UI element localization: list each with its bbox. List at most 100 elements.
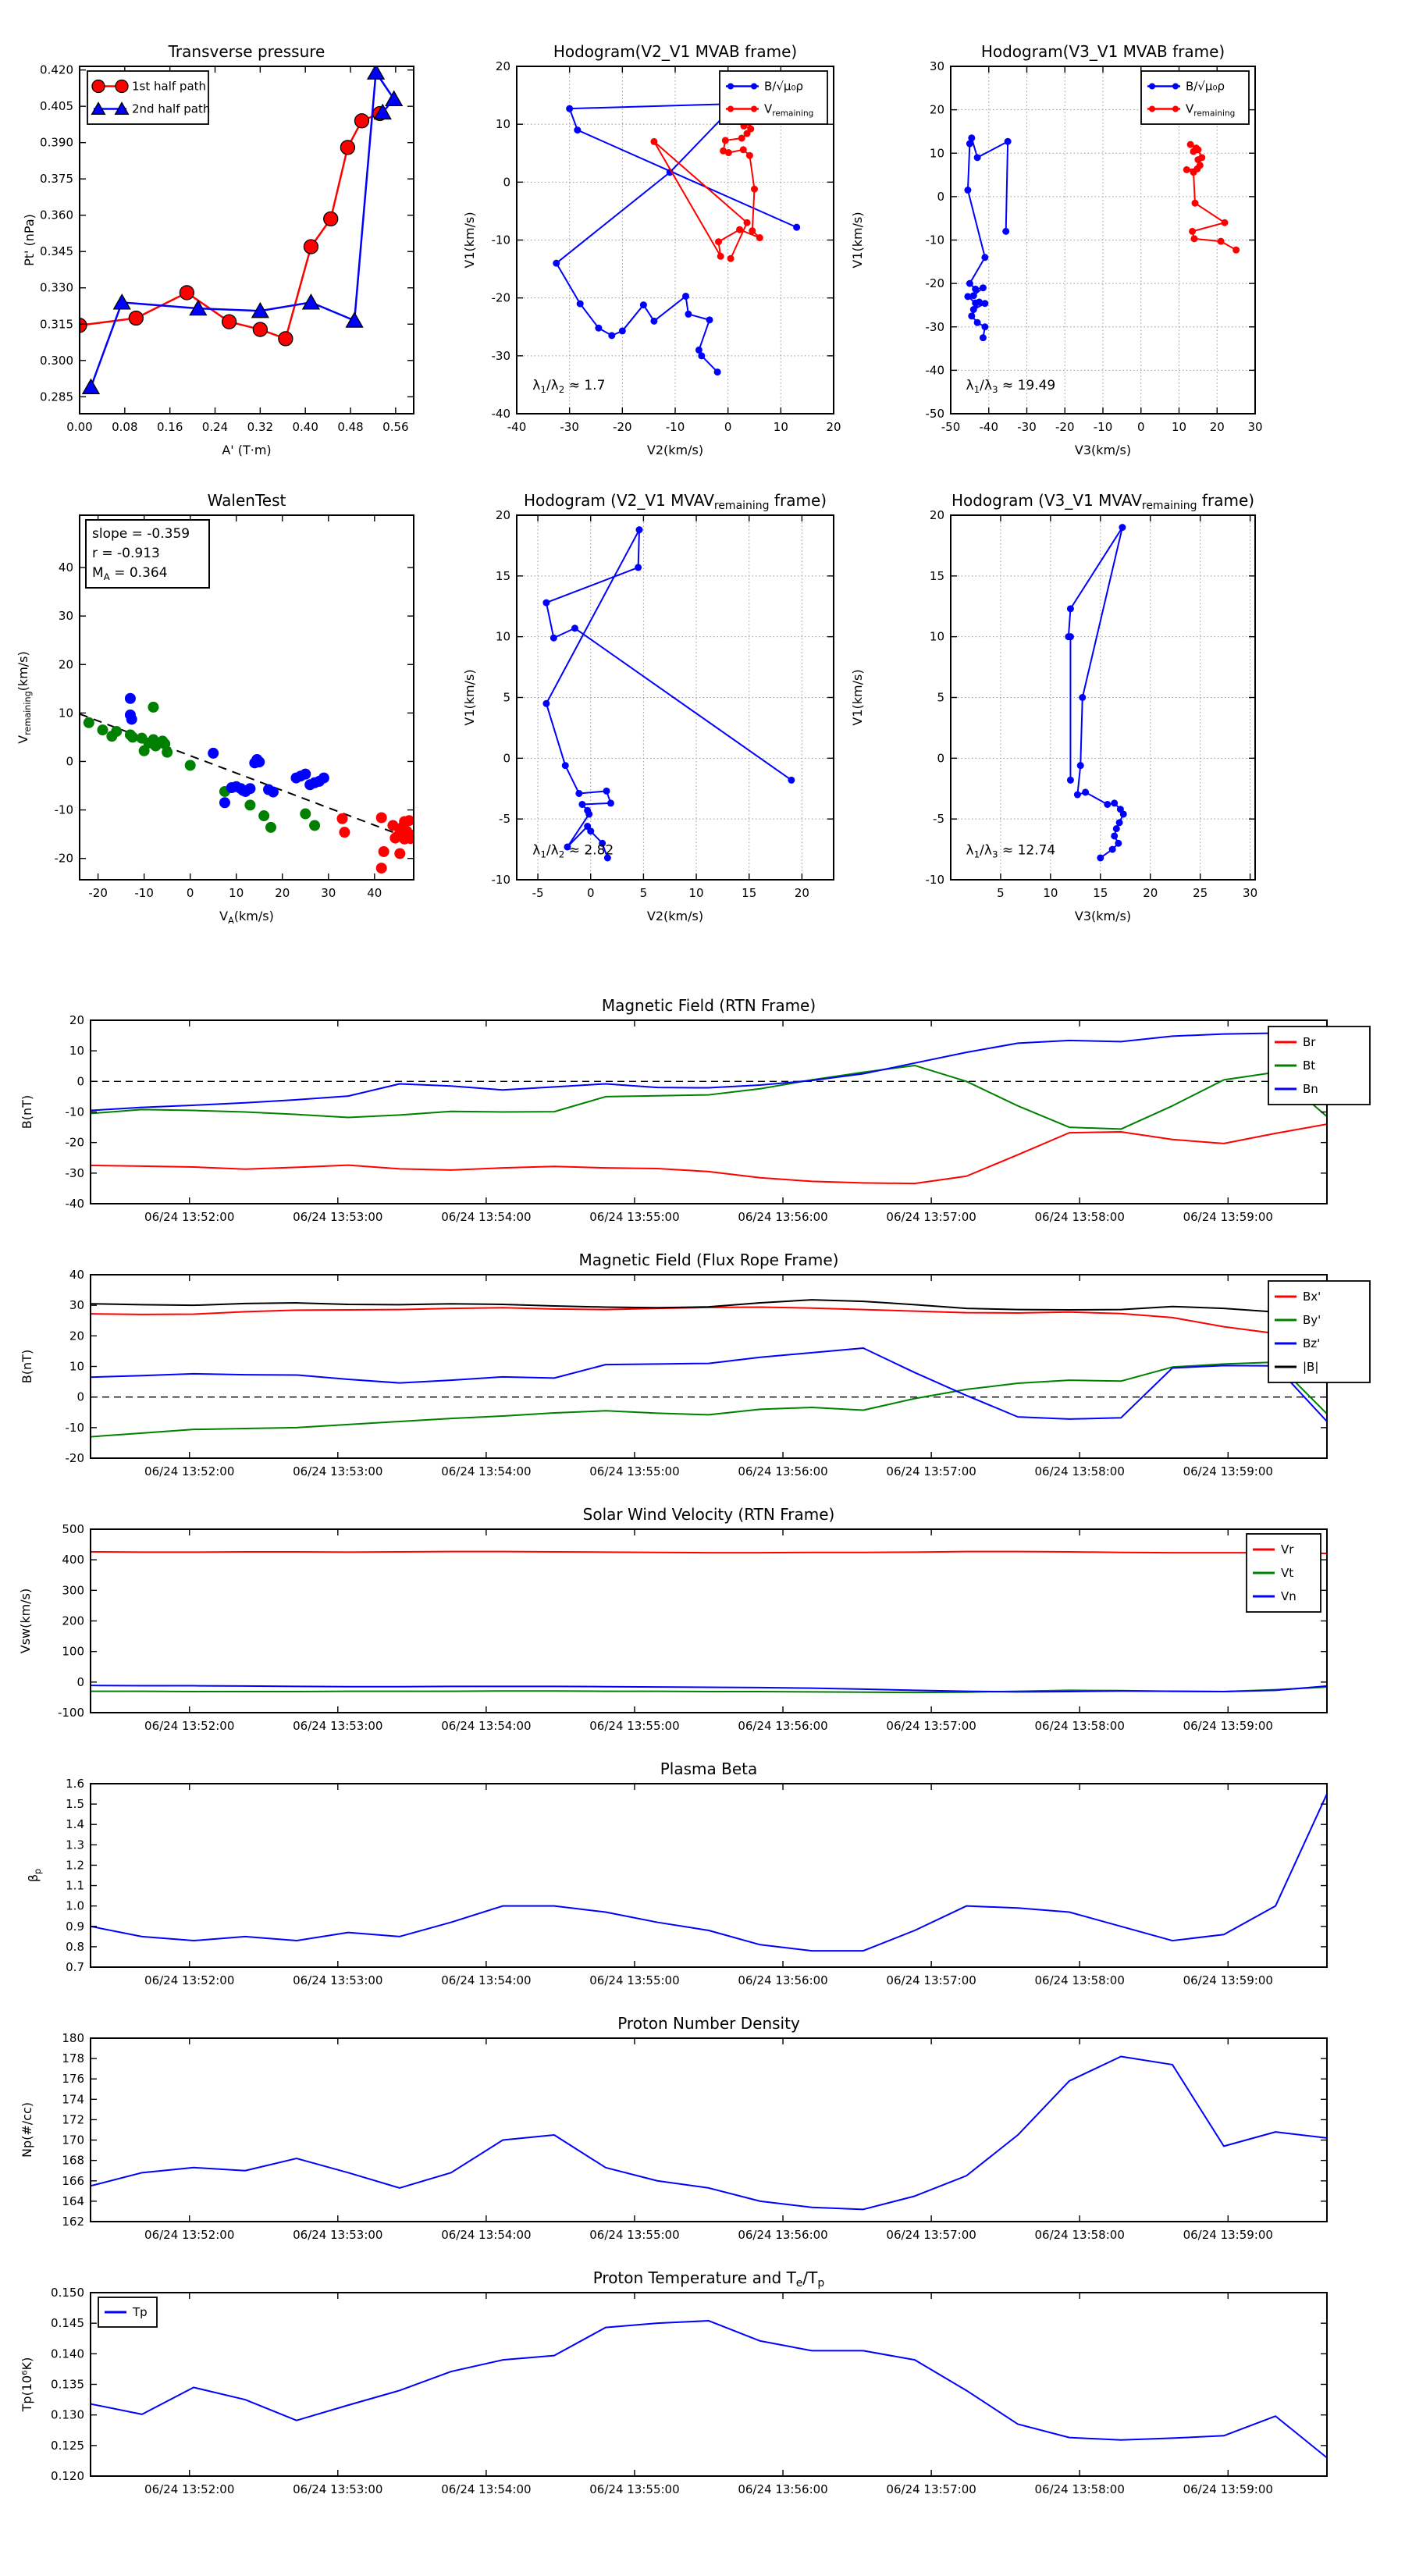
svg-text:λ1/λ2 ≈ 2.82: λ1/λ2 ≈ 2.82 — [532, 842, 614, 859]
svg-text:B/√μ₀ρ: B/√μ₀ρ — [1186, 80, 1225, 94]
svg-text:0.140: 0.140 — [51, 2347, 84, 2361]
svg-text:1.5: 1.5 — [66, 1797, 84, 1811]
svg-text:-10: -10 — [926, 233, 945, 247]
svg-text:06/24 13:58:00: 06/24 13:58:00 — [1035, 2482, 1125, 2496]
svg-text:06/24 13:59:00: 06/24 13:59:00 — [1183, 1973, 1273, 1987]
proton-number-density-chart: 06/24 13:52:00 06/24 13:53:00 06/24 13:54:… — [20, 2014, 1328, 2242]
svg-text:0.330: 0.330 — [40, 281, 73, 295]
svg-text:20: 20 — [795, 886, 809, 900]
svg-text:0.285: 0.285 — [40, 390, 73, 404]
svg-text:-10: -10 — [492, 873, 511, 887]
svg-text:0: 0 — [76, 1390, 84, 1404]
svg-text:Plasma Beta: Plasma Beta — [660, 1759, 758, 1778]
svg-text:06/24 13:56:00: 06/24 13:56:00 — [738, 2228, 827, 2242]
svg-text:100: 100 — [62, 1645, 84, 1659]
svg-text:0: 0 — [76, 1074, 84, 1088]
svg-text:-10: -10 — [492, 233, 511, 247]
svg-text:06/24 13:57:00: 06/24 13:57:00 — [886, 1210, 976, 1224]
svg-text:06/24 13:58:00: 06/24 13:58:00 — [1035, 1719, 1125, 1733]
svg-text:0.135: 0.135 — [51, 2378, 84, 2392]
svg-text:20: 20 — [930, 508, 944, 522]
svg-text:0.56: 0.56 — [382, 420, 408, 434]
svg-text:06/24 13:57:00: 06/24 13:57:00 — [886, 1719, 976, 1733]
svg-text:Bt: Bt — [1303, 1059, 1315, 1073]
svg-text:20: 20 — [1210, 420, 1225, 434]
svg-text:-5: -5 — [499, 812, 510, 826]
svg-text:06/24 13:56:00: 06/24 13:56:00 — [738, 1719, 827, 1733]
svg-text:06/24 13:52:00: 06/24 13:52:00 — [144, 1719, 234, 1733]
svg-text:06/24 13:53:00: 06/24 13:53:00 — [293, 2482, 382, 2496]
svg-text:-40: -40 — [66, 1197, 85, 1211]
svg-text:30: 30 — [1243, 886, 1257, 900]
svg-text:06/24 13:57:00: 06/24 13:57:00 — [886, 1464, 976, 1478]
svg-text:06/24 13:54:00: 06/24 13:54:00 — [441, 2228, 531, 2242]
svg-text:0.375: 0.375 — [40, 172, 73, 186]
svg-text:-5: -5 — [933, 812, 944, 826]
svg-text:06/24 13:56:00: 06/24 13:56:00 — [738, 1464, 827, 1478]
svg-text:Magnetic Field (Flux Rope Fram: Magnetic Field (Flux Rope Frame) — [579, 1251, 839, 1269]
svg-text:06/24 13:57:00: 06/24 13:57:00 — [886, 2482, 976, 2496]
svg-text:06/24 13:55:00: 06/24 13:55:00 — [589, 2482, 679, 2496]
svg-text:06/24 13:54:00: 06/24 13:54:00 — [441, 1719, 531, 1733]
svg-text:Transverse pressure: Transverse pressure — [168, 42, 325, 61]
svg-text:10: 10 — [689, 886, 704, 900]
svg-text:0: 0 — [587, 886, 595, 900]
svg-text:20: 20 — [496, 59, 510, 73]
svg-text:20: 20 — [826, 420, 841, 434]
svg-text:WalenTest: WalenTest — [208, 491, 286, 510]
svg-text:-50: -50 — [926, 407, 945, 421]
svg-text:-40: -40 — [492, 407, 511, 421]
svg-text:06/24 13:54:00: 06/24 13:54:00 — [441, 1210, 531, 1224]
svg-text:170: 170 — [62, 2133, 84, 2147]
svg-text:20: 20 — [275, 886, 290, 900]
svg-text:06/24 13:52:00: 06/24 13:52:00 — [144, 1210, 234, 1224]
svg-text:10: 10 — [59, 706, 73, 720]
svg-text:500: 500 — [62, 1522, 84, 1536]
svg-text:0.125: 0.125 — [51, 2439, 84, 2453]
svg-text:40: 40 — [367, 886, 382, 900]
svg-text:06/24 13:54:00: 06/24 13:54:00 — [441, 1464, 531, 1478]
svg-text:V2(km/s): V2(km/s) — [647, 443, 703, 457]
svg-text:0.24: 0.24 — [202, 420, 228, 434]
svg-text:06/24 13:52:00: 06/24 13:52:00 — [144, 2228, 234, 2242]
svg-text:0: 0 — [937, 190, 944, 204]
svg-text:-10: -10 — [1094, 420, 1113, 434]
svg-text:Vremaining: Vremaining — [764, 102, 813, 119]
svg-text:1.2: 1.2 — [66, 1858, 84, 1872]
svg-text:V1(km/s): V1(km/s) — [850, 212, 865, 268]
svg-text:1.4: 1.4 — [66, 1817, 84, 1831]
svg-text:06/24 13:59:00: 06/24 13:59:00 — [1183, 1719, 1273, 1733]
svg-text:10: 10 — [229, 886, 244, 900]
svg-text:Vsw(km/s): Vsw(km/s) — [18, 1589, 33, 1653]
svg-text:-20: -20 — [66, 1136, 85, 1150]
svg-text:-40: -40 — [980, 420, 999, 434]
svg-text:-10: -10 — [66, 1421, 85, 1435]
svg-text:30: 30 — [930, 59, 944, 73]
svg-text:0: 0 — [187, 886, 194, 900]
svg-text:-20: -20 — [492, 291, 511, 305]
svg-text:λ1/λ3 ≈ 19.49: λ1/λ3 ≈ 19.49 — [966, 378, 1056, 395]
svg-text:-100: -100 — [58, 1706, 84, 1720]
svg-text:06/24 13:53:00: 06/24 13:53:00 — [293, 1973, 382, 1987]
svg-text:V3(km/s): V3(km/s) — [1075, 909, 1131, 923]
svg-text:0.360: 0.360 — [40, 208, 73, 222]
svg-text:Tp: Tp — [132, 2305, 148, 2319]
svg-text:λ1/λ3 ≈ 12.74: λ1/λ3 ≈ 12.74 — [966, 842, 1056, 859]
svg-text:15: 15 — [930, 569, 944, 583]
svg-text:06/24 13:59:00: 06/24 13:59:00 — [1183, 2228, 1273, 2242]
svg-text:06/24 13:55:00: 06/24 13:55:00 — [589, 1973, 679, 1987]
svg-text:-20: -20 — [55, 852, 74, 866]
svg-text:10: 10 — [774, 420, 788, 434]
svg-text:174: 174 — [62, 2092, 84, 2106]
svg-text:30: 30 — [321, 886, 336, 900]
svg-text:25: 25 — [1193, 886, 1208, 900]
svg-text:-40: -40 — [926, 363, 945, 377]
svg-text:06/24 13:56:00: 06/24 13:56:00 — [738, 1210, 827, 1224]
svg-text:0.9: 0.9 — [66, 1920, 84, 1934]
svg-text:06/24 13:59:00: 06/24 13:59:00 — [1183, 2482, 1273, 2496]
svg-text:06/24 13:53:00: 06/24 13:53:00 — [293, 2228, 382, 2242]
svg-text:10: 10 — [496, 630, 510, 644]
svg-text:06/24 13:56:00: 06/24 13:56:00 — [738, 1973, 827, 1987]
svg-text:λ1/λ2 ≈ 1.7: λ1/λ2 ≈ 1.7 — [532, 378, 605, 395]
svg-text:40: 40 — [59, 560, 73, 575]
